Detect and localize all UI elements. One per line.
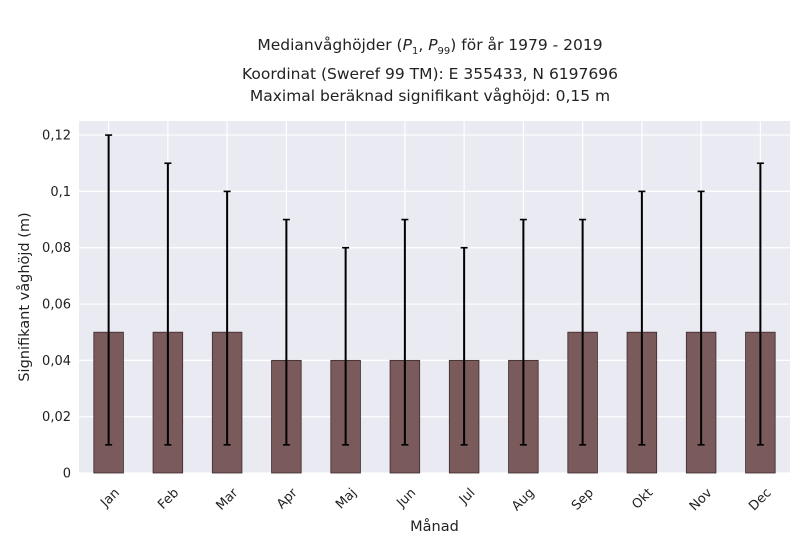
x-tick-label: Nov [687,485,716,514]
y-tick-label: 0,06 [42,298,71,313]
x-axis-label: Månad [410,518,459,535]
chart-title-line-1: Medianvåghöjder (P1, P99) för år 1979 - … [40,34,800,63]
y-tick-label: 0,04 [42,354,71,369]
x-tick-label: Dec [746,486,774,514]
y-tick-labels: 0 0,02 0,04 0,06 0,08 0,1 0,12 [42,129,71,482]
title-suffix: ) för år 1979 - 2019 [450,36,603,54]
plot-background [79,121,790,473]
y-tick-label: 0,02 [42,410,71,425]
title-p1-sub: 1 [411,46,419,58]
title-prefix: Medianvåghöjder ( [257,36,403,54]
x-tick-label: Maj [333,486,360,513]
x-tick-label: Apr [274,485,301,512]
title-p99-base: P [428,36,438,54]
y-tick-label: 0,08 [42,241,71,256]
y-axis-label: Signifikant våghöjd (m) [16,212,33,381]
y-tick-label: 0,1 [50,185,71,200]
error-bars [105,134,764,446]
chart-title-line-2: Koordinat (Sweref 99 TM): E 355433, N 61… [242,65,618,84]
x-tick-label: Okt [629,486,656,513]
x-tick-label: Feb [155,486,182,513]
x-tick-label: Aug [509,486,538,515]
x-tick-label: Jul [456,486,478,508]
y-tick-label: 0,12 [42,129,71,144]
chart-title: Medianvåghöjder (P1, P99) för år 1979 - … [40,34,800,107]
title-sep: , [418,36,429,54]
x-tick-labels: Jan Feb Mar Apr Maj Jun Jul Aug Sep Okt Nov Dec [97,485,774,514]
title-p99-sub: 99 [437,46,451,58]
chart-title-line-3: Maximal beräknad signifikant våghöjd: 0,… [249,87,611,106]
x-tick-label: Mar [213,485,241,513]
x-tick-label: Jun [393,486,419,512]
title-p1-base: P [402,36,412,54]
x-tick-label: Jan [97,486,122,511]
x-tick-label: Sep [569,486,597,514]
y-tick-label: 0 [63,467,71,482]
